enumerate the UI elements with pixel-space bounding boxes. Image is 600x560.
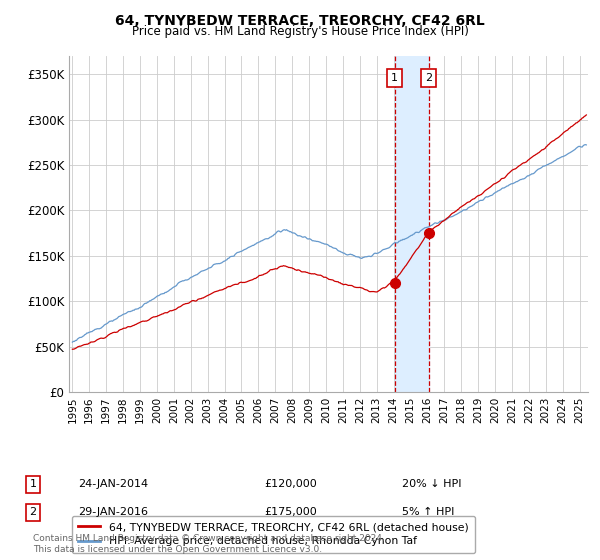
Text: Contains HM Land Registry data © Crown copyright and database right 2024.: Contains HM Land Registry data © Crown c… (33, 534, 385, 543)
Text: 29-JAN-2016: 29-JAN-2016 (78, 507, 148, 517)
Text: £120,000: £120,000 (264, 479, 317, 489)
Text: 1: 1 (391, 73, 398, 83)
Text: 2: 2 (29, 507, 37, 517)
Text: Price paid vs. HM Land Registry's House Price Index (HPI): Price paid vs. HM Land Registry's House … (131, 25, 469, 38)
Text: £175,000: £175,000 (264, 507, 317, 517)
Bar (395, 56, 429, 392)
Text: 2: 2 (425, 73, 433, 83)
Text: 64, TYNYBEDW TERRACE, TREORCHY, CF42 6RL: 64, TYNYBEDW TERRACE, TREORCHY, CF42 6RL (115, 14, 485, 28)
Text: 5% ↑ HPI: 5% ↑ HPI (402, 507, 454, 517)
Text: 24-JAN-2014: 24-JAN-2014 (78, 479, 148, 489)
Legend: 64, TYNYBEDW TERRACE, TREORCHY, CF42 6RL (detached house), HPI: Average price, d: 64, TYNYBEDW TERRACE, TREORCHY, CF42 6RL… (72, 516, 475, 553)
Text: This data is licensed under the Open Government Licence v3.0.: This data is licensed under the Open Gov… (33, 545, 322, 554)
Text: 1: 1 (29, 479, 37, 489)
Text: 20% ↓ HPI: 20% ↓ HPI (402, 479, 461, 489)
